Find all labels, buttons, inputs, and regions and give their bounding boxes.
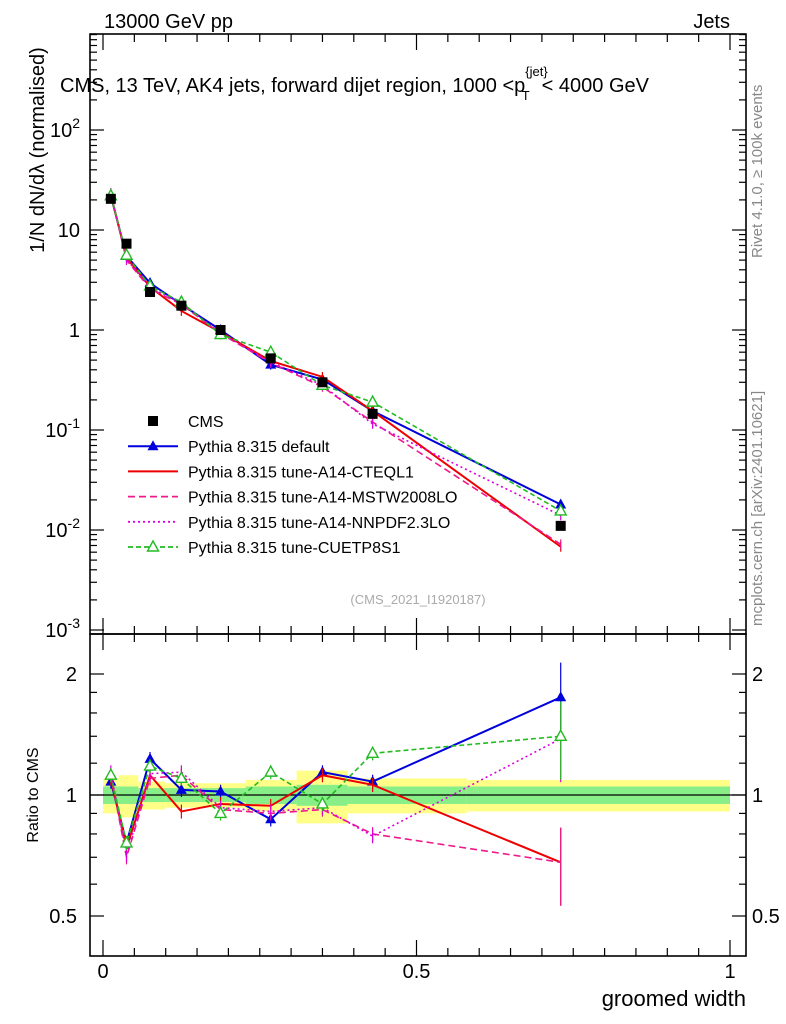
series-point xyxy=(119,247,134,260)
legend-label: Pythia 8.315 tune-CUETP8S1 xyxy=(188,540,401,557)
y-tick-label: 1 xyxy=(69,320,80,342)
analysis-title-sup: {jet} xyxy=(525,64,548,79)
cms-data-point xyxy=(367,408,378,419)
analysis-title-main: CMS, 13 TeV, AK4 jets, forward dijet reg… xyxy=(60,75,525,97)
y-tick-label: 10-3 xyxy=(45,615,80,642)
ratio-tick-label: 1 xyxy=(66,785,77,807)
ratio-point xyxy=(215,785,227,796)
header-right: Jets xyxy=(693,11,730,33)
cms-uncertainty-bands xyxy=(103,770,730,824)
header-left: 13000 GeV pp xyxy=(104,11,233,33)
x-tick-label: 1 xyxy=(724,961,735,983)
ratio-tick-label-right: 0.5 xyxy=(752,906,780,928)
mcplots-label: mcplots.cern.ch [arXiv:2401.10621] xyxy=(749,391,766,626)
series-point xyxy=(554,503,568,516)
cms-data-point xyxy=(145,286,156,297)
x-tick-label: 0 xyxy=(97,961,108,983)
ratio-point xyxy=(143,758,157,771)
legend-label: Pythia 8.315 tune-A14-NNPDF2.3LO xyxy=(188,515,450,532)
cms-data-point xyxy=(265,353,276,364)
main-y-axis-label: 1/N dN/dλ (normalised) xyxy=(27,47,49,253)
ratio-tick-label-right: 2 xyxy=(752,664,763,686)
ratio-point xyxy=(174,770,189,784)
x-axis-label: groomed width xyxy=(602,986,746,1011)
ratio-point xyxy=(213,805,228,819)
cms-data-point xyxy=(176,300,187,311)
legend-marker xyxy=(146,539,160,552)
legend-marker xyxy=(147,440,159,451)
ratio-point xyxy=(365,745,380,758)
series-point xyxy=(365,394,380,407)
analysis-title-end: < 4000 GeV xyxy=(542,75,650,97)
x-tick-label: 0.5 xyxy=(403,961,431,983)
analysis-reference: (CMS_2021_I1920187) xyxy=(350,592,485,607)
cms-data-point xyxy=(215,325,226,335)
analysis-title-sub: T xyxy=(522,88,530,103)
analysis-title: CMS, 13 TeV, AK4 jets, forward dijet reg… xyxy=(60,64,650,103)
y-tick-label: 10 xyxy=(58,220,80,242)
series-line-Pythia 8.315 default xyxy=(109,195,562,506)
ratio-point xyxy=(119,835,134,848)
rivet-version-label: Rivet 4.1.0, ≥ 100k events xyxy=(749,85,766,258)
ratio-point xyxy=(554,728,568,741)
axes: 10-3 10-2 10-1 1 10 102 0 0.5 1 0.5 0.5 1 1 2 2 xyxy=(45,33,780,983)
cms-data-points xyxy=(105,193,566,531)
y-tick-label: 10-1 xyxy=(45,415,80,442)
legend-label: CMS xyxy=(188,414,224,431)
cms-data-point xyxy=(317,377,328,388)
cms-data-point xyxy=(555,520,566,531)
legend-marker-cms xyxy=(148,416,158,426)
ratio-point xyxy=(175,783,187,794)
cms-data-point xyxy=(121,238,132,249)
ratio-series xyxy=(104,662,568,906)
y-tick-label: 10-2 xyxy=(45,515,80,542)
ratio-y-axis-label: Ratio to CMS xyxy=(25,747,42,842)
ratio-tick-label: 2 xyxy=(66,664,77,686)
legend: CMS Pythia 8.315 default Pythia 8.315 tune… xyxy=(128,414,457,557)
series-point xyxy=(555,498,567,509)
ratio-line-Pythia 8.315 tune-A14-MSTW2008LO xyxy=(110,774,561,864)
legend-label: Pythia 8.315 tune-A14-CTEQL1 xyxy=(188,464,414,481)
ratio-tick-label-right: 1 xyxy=(752,785,763,807)
ratio-point xyxy=(144,752,156,763)
series-line-Pythia 8.315 tune-A14-NNPDF2.3LO xyxy=(110,192,562,517)
legend-label: Pythia 8.315 tune-A14-MSTW2008LO xyxy=(188,490,457,507)
cms-data-point xyxy=(105,193,116,204)
ratio-point xyxy=(315,796,330,809)
ratio-point xyxy=(555,691,567,702)
y-tick-label: 102 xyxy=(50,115,80,142)
legend-label: Pythia 8.315 default xyxy=(188,439,330,456)
ratio-point xyxy=(104,767,118,780)
ratio-tick-label: 0.5 xyxy=(49,906,77,928)
ratio-point xyxy=(264,764,278,777)
